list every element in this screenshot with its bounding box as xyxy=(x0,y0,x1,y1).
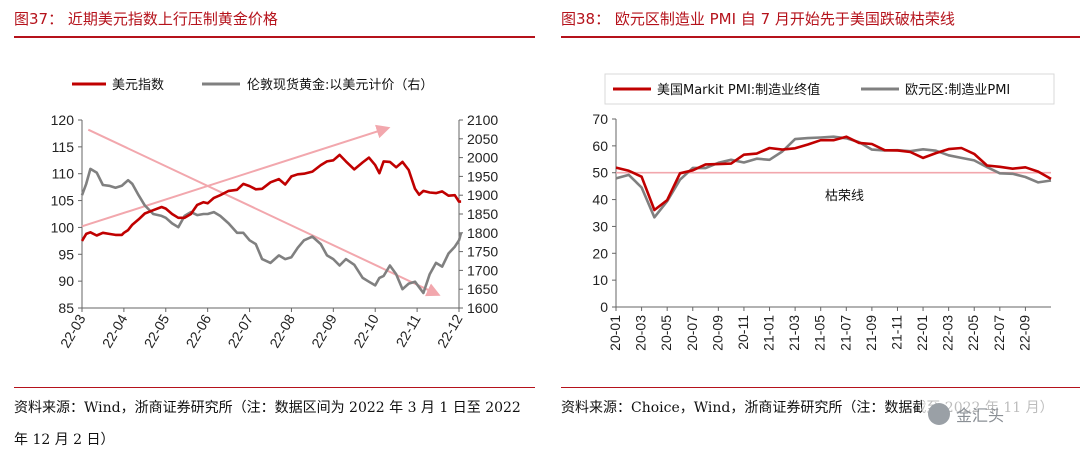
x-tick-label: 22-08 xyxy=(266,311,298,350)
up-trend-arrow xyxy=(81,124,391,228)
gold-price-line xyxy=(80,167,463,295)
figure-37-legend: 美元指数 伦敦现货黄金:以美元计价（右） xyxy=(72,77,433,93)
figure-38-legend: 美国Markit PMI:制造业终值 欧元区:制造业PMI xyxy=(613,82,1010,98)
figure-38-axes: 0 10 20 30 40 50 60 70 20-01 20-03 20-05 20-07 20-09… xyxy=(592,111,1051,351)
x-tick-label: 20-05 xyxy=(658,315,674,351)
y-right-tick-label: 1650 xyxy=(467,281,498,297)
x-tick-label: 20-09 xyxy=(709,315,725,351)
threshold-label: 枯荣线 xyxy=(825,189,864,204)
x-tick-label: 22-04 xyxy=(99,311,131,350)
y-left-tick-label: 120 xyxy=(51,112,75,128)
y-left-tick-label: 115 xyxy=(52,139,75,155)
y-tick-label: 30 xyxy=(592,218,608,234)
y-left-tick-label: 85 xyxy=(58,300,74,316)
figure-38-series xyxy=(615,135,1052,219)
x-tick-label: 21-01 xyxy=(761,315,777,351)
x-tick-label: 22-09 xyxy=(1016,315,1032,351)
figure-37-title: 图37： 近期美元指数上行压制黄金价格 xyxy=(14,10,278,28)
figure-38-chart: 美国Markit PMI:制造业终值 欧元区:制造业PMI 0 10 20 30 40 5… xyxy=(592,73,1055,351)
x-tick-label: 22-09 xyxy=(308,311,340,350)
legend-label-us: 美国Markit PMI:制造业终值 xyxy=(657,82,820,98)
x-tick-label: 22-07 xyxy=(224,311,256,350)
x-tick-label: 21-05 xyxy=(812,315,828,351)
figure-38-legend-box xyxy=(604,73,1055,105)
down-trend-arrow xyxy=(87,128,441,297)
eu-pmi-line xyxy=(615,135,1052,219)
figure-37-top-rule xyxy=(14,36,535,38)
y-left-tick-label: 110 xyxy=(52,166,75,182)
legend-label-usd: 美元指数 xyxy=(112,78,164,93)
y-left-tick-label: 95 xyxy=(58,246,74,262)
x-tick-label: 21-07 xyxy=(837,315,853,351)
figure-37-source: 资料来源：Wind，浙商证券研究所（注：数据区间为 2022 年 3 月 1 日… xyxy=(14,400,521,448)
y-right-tick-label: 2050 xyxy=(467,131,498,147)
x-tick-label: 21-09 xyxy=(863,315,879,351)
y-right-tick-label: 1850 xyxy=(467,206,498,222)
x-tick-label: 22-03 xyxy=(57,311,89,350)
x-tick-label: 20-11 xyxy=(735,315,751,350)
legend-label-gold: 伦敦现货黄金:以美元计价（右） xyxy=(247,77,433,93)
figure-37-axes: 85 90 95 100 105 110 115 120 1600 1650 1700 1750 180… xyxy=(51,112,499,351)
x-tick-label: 21-11 xyxy=(888,315,904,350)
legend-label-eu: 欧元区:制造业PMI xyxy=(905,83,1010,98)
x-tick-label: 22-01 xyxy=(914,315,930,351)
figure-38-top-rule xyxy=(561,36,1080,38)
figure-38-panel: 图38： 欧元区制造业 PMI 自 7 月开始先于美国跌破枯荣线 美国Marki… xyxy=(561,0,1080,457)
y-left-tick-label: 105 xyxy=(51,193,75,209)
y-right-tick-label: 2100 xyxy=(467,112,498,128)
y-right-tick-label: 1900 xyxy=(467,187,498,203)
y-tick-label: 0 xyxy=(600,299,608,315)
watermark-text: 金汇头 xyxy=(956,406,1005,425)
figure-38-title: 图38： 欧元区制造业 PMI 自 7 月开始先于美国跌破枯荣线 xyxy=(561,10,955,28)
y-right-tick-label: 1950 xyxy=(467,168,498,184)
y-tick-label: 10 xyxy=(592,272,608,288)
x-tick-label: 22-10 xyxy=(350,311,382,350)
y-tick-label: 70 xyxy=(592,111,608,127)
y-right-tick-label: 1700 xyxy=(467,262,498,278)
y-left-tick-label: 90 xyxy=(58,273,74,289)
x-tick-label: 22-06 xyxy=(183,311,215,350)
x-tick-label: 22-03 xyxy=(940,315,956,351)
y-right-tick-label: 1600 xyxy=(467,300,498,316)
figure-37-chart: 美元指数 伦敦现货黄金:以美元计价（右） 85 90 95 100 105 110 115 1… xyxy=(51,77,499,351)
figure-37-panel: 图37： 近期美元指数上行压制黄金价格 美元指数 伦敦现货黄金:以美元计价（右）… xyxy=(14,0,539,457)
x-tick-label: 21-03 xyxy=(786,315,802,351)
y-right-tick-label: 1750 xyxy=(467,244,498,260)
y-tick-label: 50 xyxy=(592,165,608,181)
x-tick-label: 20-07 xyxy=(684,315,700,351)
x-tick-label: 22-11 xyxy=(392,311,423,349)
y-left-tick-label: 100 xyxy=(51,219,75,235)
us-pmi-line xyxy=(615,135,1052,212)
wechat-logo-icon xyxy=(928,403,950,425)
figure-37-series xyxy=(80,124,463,297)
y-tick-label: 40 xyxy=(592,192,608,208)
x-tick-label: 22-05 xyxy=(965,315,981,351)
x-tick-label: 22-07 xyxy=(991,315,1007,351)
y-right-tick-label: 2000 xyxy=(467,150,498,166)
x-tick-label: 22-05 xyxy=(141,311,173,350)
figure-37-bottom-rule xyxy=(14,387,535,388)
x-tick-label: 20-03 xyxy=(633,315,649,351)
x-tick-label: 22-12 xyxy=(434,311,466,350)
y-tick-label: 60 xyxy=(592,138,608,154)
figure-38-bottom-rule xyxy=(561,387,1080,388)
usd-index-line xyxy=(80,153,462,242)
watermark: 金汇头 xyxy=(922,398,1044,432)
y-right-tick-label: 1800 xyxy=(467,225,498,241)
y-tick-label: 20 xyxy=(592,245,608,261)
x-tick-label: 20-01 xyxy=(607,315,623,351)
